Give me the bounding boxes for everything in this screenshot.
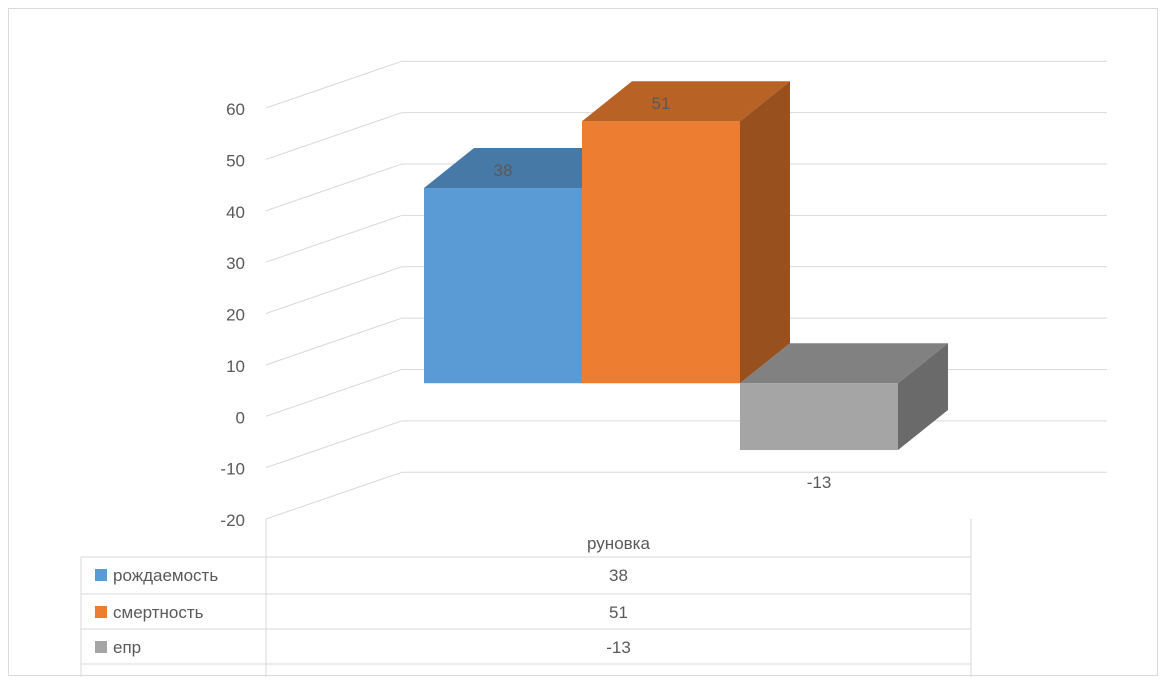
data-label: 51 bbox=[652, 94, 671, 113]
gridline bbox=[265, 420, 1107, 469]
legend-key bbox=[95, 606, 107, 618]
bar-series bbox=[424, 81, 948, 451]
bar-2 bbox=[582, 81, 790, 384]
chart-walls bbox=[265, 60, 1107, 520]
table-value: -13 bbox=[606, 638, 631, 657]
y-tick-label: -20 bbox=[220, 511, 245, 530]
data-label: 38 bbox=[494, 161, 513, 180]
y-tick-label: 0 bbox=[236, 408, 245, 427]
bar-front-face bbox=[740, 383, 898, 451]
gridline bbox=[265, 317, 1107, 366]
legend-key bbox=[95, 641, 107, 653]
gridline bbox=[265, 60, 1107, 109]
bar-side-face bbox=[740, 81, 790, 384]
legend-key bbox=[95, 569, 107, 581]
bar-top-face bbox=[740, 343, 948, 384]
table-category-header: руновка bbox=[587, 534, 650, 553]
chart-frame: -20 -10 0 10 20 30 40 50 60 38 51 -13 руновка рожда… bbox=[8, 8, 1158, 677]
gridline bbox=[265, 112, 1107, 160]
gridline bbox=[265, 163, 1107, 212]
gridline bbox=[265, 471, 1107, 520]
y-axis: -20 -10 0 10 20 30 40 50 60 bbox=[220, 100, 245, 530]
legend-label: рождаемость bbox=[113, 566, 218, 585]
table-value: 51 bbox=[609, 603, 628, 622]
bar-3 bbox=[740, 343, 948, 451]
chart-svg: -20 -10 0 10 20 30 40 50 60 38 51 -13 руновка рожда… bbox=[80, 60, 1107, 677]
table-value: 38 bbox=[609, 566, 628, 585]
y-tick-label: 40 bbox=[226, 203, 245, 222]
legend-label: епр bbox=[113, 638, 141, 657]
gridline bbox=[265, 266, 1107, 314]
y-tick-label: 10 bbox=[226, 357, 245, 376]
y-tick-label: 60 bbox=[226, 100, 245, 119]
legend-label: смертность bbox=[113, 603, 204, 622]
bar-side-face bbox=[898, 343, 948, 451]
gridline bbox=[265, 214, 1107, 263]
data-table: руновка рождаемость 38 смертность 51 епр -13 bbox=[80, 519, 972, 677]
y-tick-label: 30 bbox=[226, 254, 245, 273]
y-tick-label: -10 bbox=[220, 460, 245, 479]
bar-front-face bbox=[582, 121, 740, 384]
data-labels: 38 51 -13 bbox=[494, 94, 832, 492]
bar-front-face bbox=[424, 188, 582, 384]
y-tick-label: 50 bbox=[226, 151, 245, 170]
bar-top-face bbox=[424, 148, 632, 189]
bar-top-face bbox=[582, 81, 790, 122]
y-tick-label: 20 bbox=[226, 306, 245, 325]
data-label: -13 bbox=[807, 473, 832, 492]
